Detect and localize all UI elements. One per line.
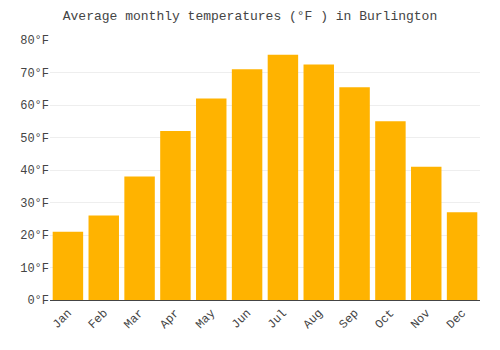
- svg-text:80°F: 80°F: [20, 34, 49, 48]
- svg-text:Oct: Oct: [372, 307, 397, 332]
- svg-text:Mar: Mar: [121, 307, 146, 332]
- svg-text:10°F: 10°F: [20, 262, 49, 276]
- svg-text:Sep: Sep: [336, 307, 361, 332]
- svg-text:0°F: 0°F: [27, 294, 49, 308]
- svg-text:70°F: 70°F: [20, 67, 49, 81]
- svg-text:Dec: Dec: [444, 307, 469, 332]
- svg-text:Aug: Aug: [301, 307, 326, 332]
- svg-text:Jun: Jun: [229, 307, 254, 332]
- svg-text:60°F: 60°F: [20, 99, 49, 113]
- svg-text:Apr: Apr: [157, 307, 182, 332]
- svg-text:Average monthly temperatures (: Average monthly temperatures (°F ) in Bu…: [63, 9, 437, 24]
- svg-text:40°F: 40°F: [20, 164, 49, 178]
- svg-text:50°F: 50°F: [20, 132, 49, 146]
- svg-text:May: May: [193, 307, 218, 332]
- svg-text:30°F: 30°F: [20, 197, 49, 211]
- svg-text:Jul: Jul: [265, 307, 290, 332]
- svg-text:Nov: Nov: [408, 307, 433, 332]
- svg-text:20°F: 20°F: [20, 229, 49, 243]
- svg-text:Jan: Jan: [50, 307, 75, 332]
- svg-text:Feb: Feb: [86, 307, 111, 332]
